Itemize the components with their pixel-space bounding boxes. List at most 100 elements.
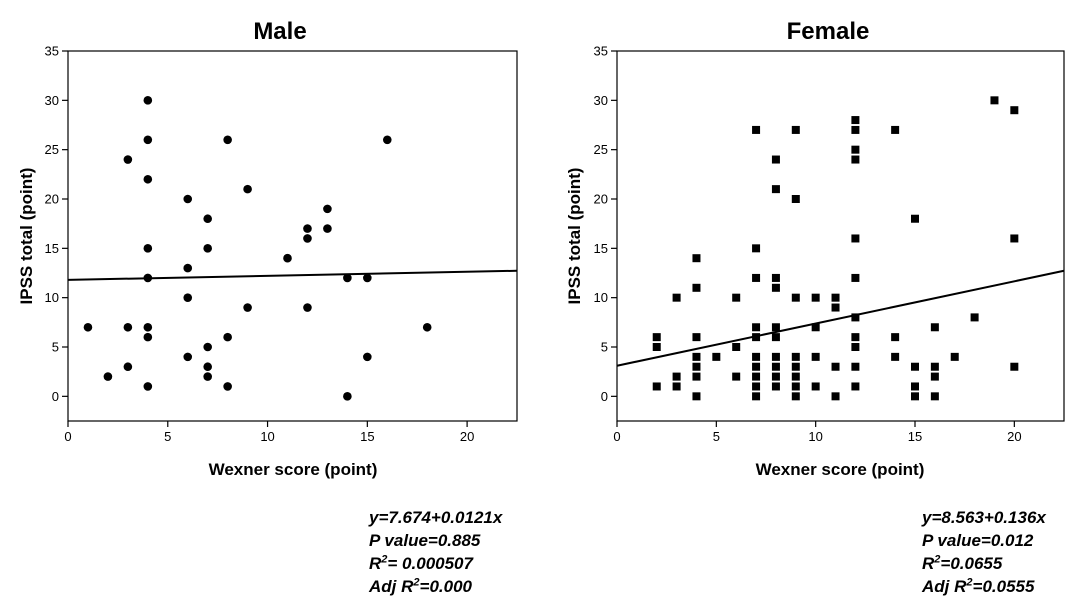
- female-data-point: [771, 155, 780, 164]
- female-x-axis: 0 5 10 15 20: [613, 421, 1022, 444]
- female-data-point: [851, 155, 860, 164]
- male-data-point: [183, 194, 193, 204]
- female-data-point: [811, 382, 820, 391]
- female-data-point: [752, 125, 761, 134]
- female-data-point: [692, 362, 701, 371]
- female-data-point: [752, 382, 761, 391]
- male-y-tick-label: 10: [45, 290, 59, 305]
- female-data-point: [911, 362, 919, 371]
- female-chart-title: Female: [787, 18, 870, 45]
- male-data-point: [303, 234, 312, 243]
- male-x-tick-label: 15: [360, 429, 374, 444]
- female-data-point: [672, 372, 681, 381]
- female-data-point: [732, 293, 741, 302]
- female-data-point: [771, 372, 780, 381]
- male-data-point: [223, 332, 232, 342]
- male-adj-r-squared-value: =0.000: [419, 577, 472, 596]
- male-data-point: [243, 184, 252, 194]
- male-chart-title: Male: [253, 18, 306, 45]
- male-data-point: [143, 135, 153, 145]
- female-x-tick-label: 10: [808, 429, 822, 444]
- male-data-point: [422, 322, 432, 332]
- male-x-tick-label: 10: [260, 429, 274, 444]
- female-data-point: [891, 333, 900, 342]
- male-r-squared-sup: 2: [381, 553, 388, 566]
- female-data-point: [811, 352, 820, 361]
- male-data-point: [83, 322, 93, 332]
- female-data-point: [791, 125, 800, 134]
- male-y-tick-label: 20: [45, 192, 59, 207]
- female-y-tick-label: 35: [594, 44, 608, 59]
- male-data-point: [103, 372, 113, 381]
- male-data-point: [183, 293, 193, 302]
- male-x-tick-label: 5: [164, 429, 171, 444]
- male-y-axis: 0 5 10 15 20 25 30 35: [45, 44, 68, 404]
- male-plot-frame: [67, 50, 518, 422]
- male-data-point: [183, 352, 193, 362]
- female-data-point: [911, 382, 919, 391]
- female-data-point: [771, 283, 780, 292]
- male-data-point: [143, 322, 153, 332]
- male-data-point: [303, 303, 312, 312]
- male-x-axis: 0 5 10 15 20: [64, 421, 474, 444]
- female-x-tick-label: 5: [713, 429, 720, 444]
- male-data-point: [143, 244, 153, 253]
- female-regression-line: [616, 269, 1065, 367]
- male-data-point: [143, 96, 153, 105]
- male-data-point: [283, 253, 292, 263]
- male-data-point: [343, 392, 352, 401]
- female-data-point: [752, 362, 761, 371]
- female-r-squared-prefix: R: [922, 554, 935, 573]
- male-y-tick-label: 35: [45, 44, 59, 59]
- female-data-point: [831, 392, 840, 401]
- female-data-point: [732, 343, 741, 351]
- male-scatter-panel: Male 0 5 10 15 20 25 30 35 0 5 10 15 20 Wexner scor…: [17, 18, 518, 479]
- female-data-point: [692, 352, 701, 361]
- male-y-tick-label: 25: [45, 142, 59, 157]
- female-data-point: [732, 372, 741, 381]
- female-adj-r-squared-sup: 2: [966, 576, 973, 589]
- male-adj-r-squared-prefix: Adj R: [369, 577, 414, 596]
- female-data-point: [652, 343, 661, 351]
- male-data-point: [382, 135, 392, 145]
- female-data-point: [771, 185, 780, 194]
- female-data-point: [911, 214, 919, 223]
- female-data-point: [771, 352, 780, 361]
- female-data-point: [831, 303, 840, 312]
- female-y-tick-label: 20: [594, 192, 608, 207]
- female-data-point: [791, 293, 800, 302]
- male-data-point: [123, 362, 133, 372]
- female-y-tick-label: 25: [594, 142, 608, 157]
- male-data-point: [123, 322, 133, 332]
- female-data-point: [930, 362, 939, 371]
- male-y-tick-label: 0: [52, 389, 59, 404]
- female-y-tick-label: 5: [601, 340, 608, 355]
- male-data-point: [223, 135, 232, 145]
- male-data-point: [203, 362, 212, 372]
- female-scatter-panel: Female 0 5 10 15 20 25 30 35 0 5 10 15 20 Wexner sc…: [565, 18, 1065, 479]
- female-plot-frame: [616, 50, 1065, 422]
- female-data-point: [771, 382, 780, 391]
- male-data-point: [143, 332, 153, 342]
- male-y-axis-label: IPSS total (point): [17, 168, 36, 305]
- female-data-point: [752, 352, 761, 361]
- male-data-point: [343, 273, 352, 283]
- female-x-tick-label: 0: [613, 429, 620, 444]
- male-x-tick-label: 20: [460, 429, 474, 444]
- female-x-tick-label: 20: [1007, 429, 1021, 444]
- male-data-point: [203, 244, 212, 253]
- female-data-point: [851, 273, 860, 282]
- male-data-point: [203, 372, 212, 381]
- female-data-point: [692, 372, 701, 381]
- female-data-point: [1010, 362, 1019, 371]
- female-data-point: [672, 382, 681, 391]
- female-data-point: [831, 362, 840, 371]
- female-regression-stats: y=8.563+0.136x P value=0.012 R2=0.0655 A…: [922, 506, 1046, 598]
- female-data-point: [692, 392, 701, 401]
- female-data-point: [851, 343, 860, 351]
- female-data-point: [752, 244, 761, 253]
- female-data-point: [771, 333, 780, 342]
- female-data-point: [851, 333, 860, 342]
- female-data-point: [851, 382, 860, 391]
